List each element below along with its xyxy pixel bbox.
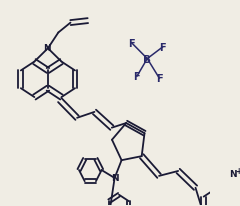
Text: B: B: [143, 54, 151, 64]
Text: F: F: [156, 74, 163, 84]
Text: N: N: [229, 169, 236, 178]
Text: N: N: [43, 43, 51, 53]
Text: F: F: [128, 39, 135, 49]
Text: F: F: [133, 72, 140, 82]
Text: F: F: [160, 43, 166, 53]
Text: +: +: [235, 166, 240, 175]
Text: N: N: [111, 174, 119, 183]
